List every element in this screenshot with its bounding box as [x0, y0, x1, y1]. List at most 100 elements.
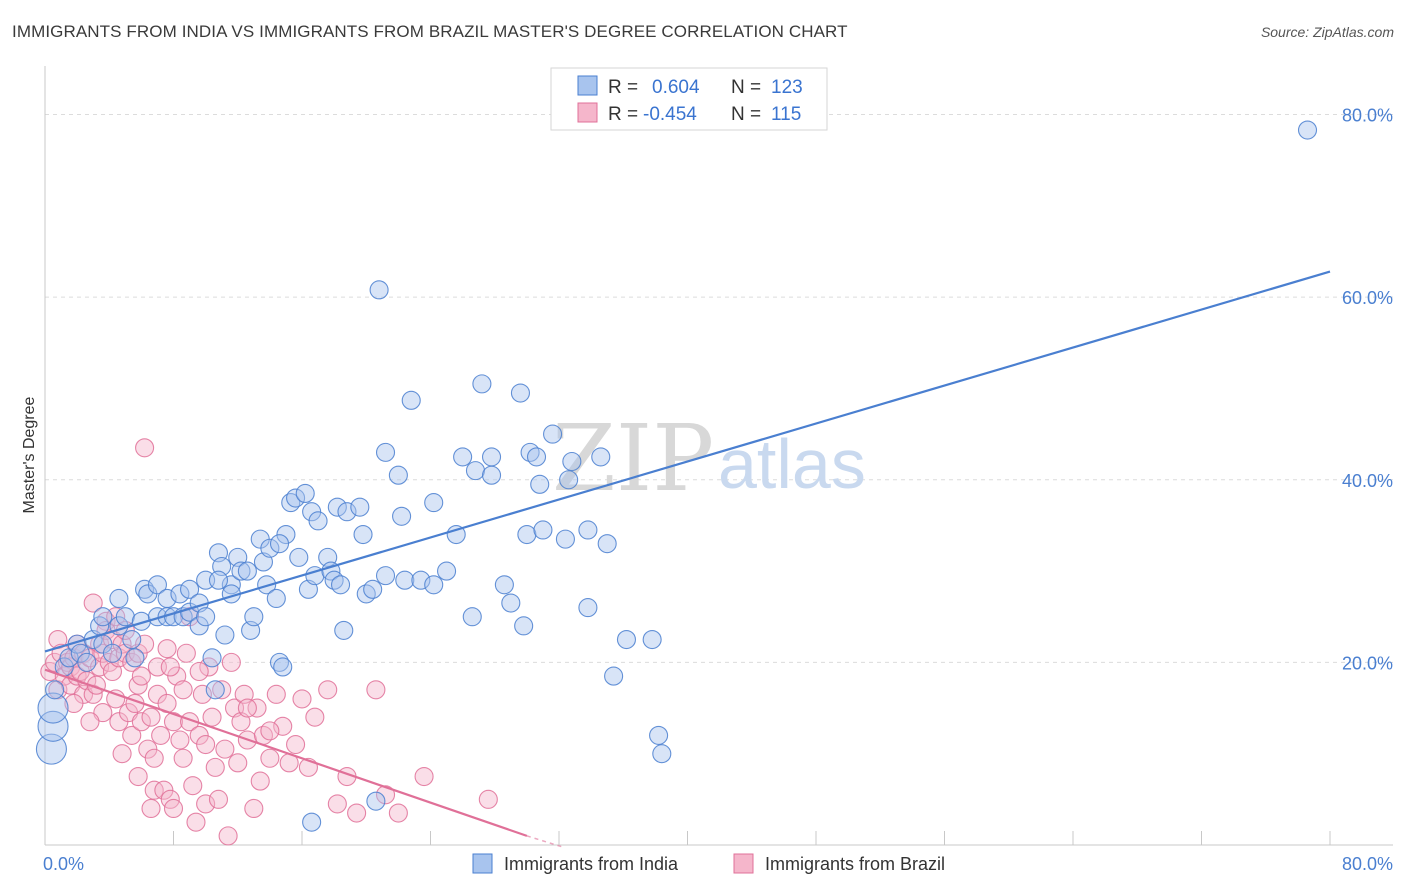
- india-point: [411, 570, 431, 590]
- brazil-point: [144, 748, 164, 768]
- brazil-point: [375, 785, 396, 805]
- brazil-point: [244, 798, 264, 819]
- legend-r-label-brazil: R =: [608, 104, 638, 125]
- india-point: [289, 547, 309, 567]
- india-point: [395, 570, 415, 590]
- india-point: [35, 733, 67, 765]
- brazil-point: [64, 693, 84, 714]
- india-point: [375, 566, 396, 586]
- brazil-point: [141, 798, 161, 819]
- brazil-point: [212, 680, 232, 700]
- brazil-point: [318, 680, 338, 700]
- india-point: [215, 625, 235, 645]
- india-point: [543, 424, 563, 444]
- trend-lines: [44, 270, 1331, 848]
- india-point: [115, 607, 135, 627]
- india-point: [591, 447, 611, 467]
- india-point: [517, 524, 537, 545]
- india-point: [401, 390, 421, 410]
- india-point: [472, 374, 492, 394]
- brazil-point: [160, 657, 180, 677]
- india-point: [231, 561, 251, 581]
- brazil-point: [196, 735, 216, 755]
- india-point: [269, 534, 290, 554]
- watermark-atlas: atlas: [718, 425, 866, 503]
- india-point: [337, 502, 357, 522]
- y-tick-label: 80.0%: [1342, 106, 1393, 126]
- brazil-point: [388, 803, 408, 823]
- brazil-point: [176, 643, 196, 663]
- brazil-point: [305, 707, 325, 727]
- india-point: [642, 630, 662, 650]
- india-point: [170, 584, 190, 604]
- brazil-point: [112, 744, 132, 764]
- india-point: [481, 465, 502, 485]
- india-point: [578, 598, 598, 618]
- india-point: [308, 511, 328, 531]
- india-point: [260, 538, 280, 558]
- india-point: [237, 561, 257, 581]
- india-point: [122, 630, 142, 650]
- brazil-point: [273, 716, 293, 736]
- india-point: [302, 812, 322, 832]
- brazil-point: [122, 725, 142, 745]
- brazil-point: [366, 680, 386, 700]
- brazil-point: [83, 593, 103, 613]
- india-point: [388, 465, 408, 485]
- india-point: [353, 524, 373, 545]
- india-point: [392, 506, 412, 526]
- india-point: [453, 447, 473, 467]
- india-point: [37, 692, 69, 724]
- brazil-point: [215, 739, 235, 759]
- chart-title: IMMIGRANTS FROM INDIA VS IMMIGRANTS FROM…: [12, 22, 848, 41]
- legend-n-value-india: 123: [771, 77, 803, 98]
- india-point: [147, 607, 167, 627]
- india-point: [147, 575, 167, 595]
- legend-n-label-india: N =: [731, 77, 761, 98]
- brazil-point: [141, 707, 161, 727]
- brazil-point: [250, 771, 270, 791]
- bottom-legend-india: Immigrants from India: [504, 854, 679, 874]
- brazil-point: [135, 634, 155, 654]
- brazil-point: [228, 753, 248, 773]
- india-point: [462, 607, 482, 627]
- india-point: [514, 616, 534, 636]
- india-point: [369, 280, 389, 300]
- brazil-point: [205, 757, 225, 777]
- india-point: [424, 575, 444, 595]
- legend-r-label-india: R =: [608, 77, 638, 98]
- brazil-point: [173, 680, 193, 700]
- brazil-point: [347, 803, 367, 823]
- india-point: [578, 520, 598, 540]
- india-point: [530, 474, 550, 494]
- india-point: [327, 497, 347, 517]
- source-label: Source: ZipAtlas.com: [1260, 24, 1394, 40]
- watermark: ZIP atlas: [552, 405, 866, 512]
- india-point: [526, 447, 547, 467]
- brazil-point: [286, 735, 306, 755]
- india-point: [446, 524, 466, 545]
- bottom-legend: Immigrants from India Immigrants from Br…: [472, 853, 945, 874]
- india-point: [244, 607, 264, 627]
- brazil-point: [266, 684, 286, 704]
- india-point: [559, 470, 579, 490]
- india-point: [266, 588, 286, 609]
- brazil-point: [208, 789, 229, 809]
- y-tick-label: 60.0%: [1342, 288, 1393, 308]
- india-point: [196, 607, 216, 627]
- brazil-point: [237, 698, 257, 718]
- india-point: [350, 497, 370, 517]
- brazil-point: [163, 798, 184, 819]
- brazil-point: [292, 689, 312, 709]
- india-point: [424, 493, 444, 513]
- india-point: [77, 652, 97, 672]
- y-tick-label: 20.0%: [1342, 653, 1393, 673]
- brazil-point: [247, 698, 267, 718]
- india-point: [273, 657, 293, 677]
- brazil-point: [128, 766, 148, 787]
- brazil-point: [218, 826, 238, 846]
- brazil-point: [186, 812, 206, 832]
- brazil-points: [40, 438, 498, 846]
- brazil-point: [192, 684, 212, 704]
